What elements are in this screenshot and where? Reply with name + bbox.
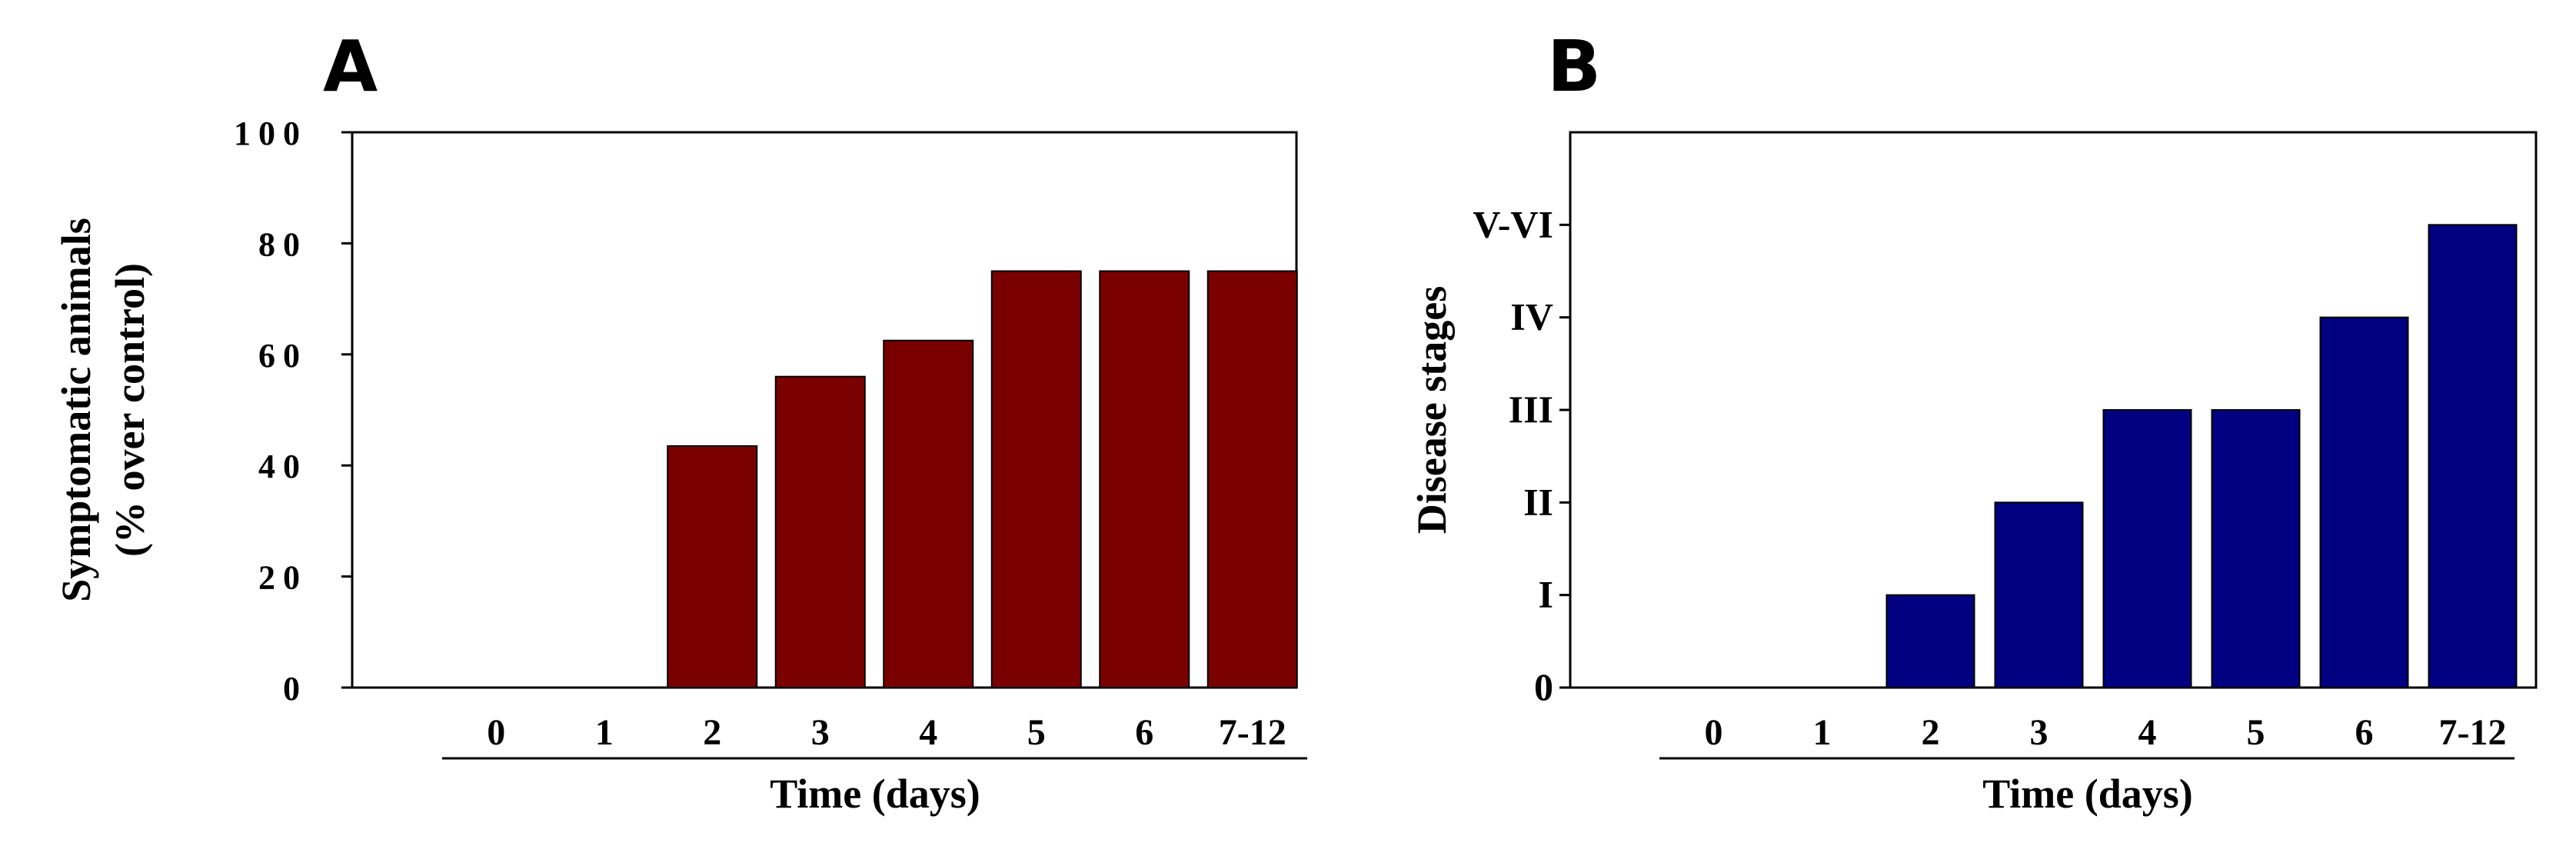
panel-b-bar-4: [2102, 409, 2192, 688]
panel-a-y-axis-title-line1: Symptomatic animals: [53, 218, 99, 602]
panel-b-bar-6: [2319, 316, 2409, 688]
panel-a-x-tick-label: 2: [703, 712, 721, 753]
panel-b-x-tick-label: 4: [2138, 712, 2157, 753]
panel-b-x-tick-label: 1: [1813, 712, 1832, 753]
panel-a-y-axis-title-line2: (% over control): [107, 263, 153, 557]
panel-b-letter: B: [1547, 25, 1601, 108]
panel-a-bar-4: [883, 339, 974, 688]
panel-b-bar-5: [2211, 409, 2301, 688]
panel-a-y-tick-label: 60: [258, 337, 308, 375]
panel-b-x-tick-label: 0: [1705, 712, 1723, 753]
panel-b-x-tick-label: 3: [2030, 712, 2048, 753]
panel-b-x-tick-label: 5: [2247, 712, 2265, 753]
panel-a-bar-7-12: [1206, 270, 1298, 688]
panel-b-x-ticks: 0 1 2 3 4 5 6 7-12: [1705, 712, 2507, 753]
panel-b-bar-7-12: [2428, 224, 2518, 689]
panel-a-x-tick-label: 1: [595, 712, 614, 753]
panel-a-x-tick-label: 6: [1135, 712, 1153, 753]
panel-a-bar-5: [990, 270, 1082, 688]
panel-a-bar-2: [667, 445, 758, 688]
panel-b-y-tick-label: III: [1509, 388, 1553, 431]
panel-b-y-tick-label: V-VI: [1473, 202, 1553, 245]
panel-a-y-ticks: 0 20 40 60 80 100: [234, 115, 352, 708]
panel-b-x-tick-label: 6: [2355, 712, 2374, 753]
panel-a-y-tick-label: 0: [283, 670, 308, 708]
panel-a-y-tick-label: 80: [258, 225, 308, 263]
panel-a-x-ticks: 0 1 2 3 4 5 6 7-12: [487, 712, 1286, 753]
panel-a-bars: [667, 270, 1298, 688]
panel-b-x-tick-label: 2: [1922, 712, 1940, 753]
panel-a-x-tick-label: 3: [811, 712, 830, 753]
panel-a-y-tick-label: 20: [258, 559, 308, 597]
panel-a: A 0 20 40 60 80 100 0 1 2 3 4 5 6 7-12 Time (days) S…: [53, 25, 1307, 817]
panel-b-y-tick-label: II: [1523, 480, 1553, 523]
panel-b-x-tick-label: 7-12: [2439, 712, 2507, 753]
panel-a-y-tick-label: 100: [234, 115, 308, 152]
panel-a-x-tick-label: 5: [1027, 712, 1046, 753]
panel-a-bar-3: [774, 375, 866, 688]
panel-b-y-axis-title: Disease stages: [1409, 286, 1455, 534]
panel-a-x-tick-label: 0: [487, 712, 505, 753]
panel-a-x-axis-title: Time (days): [770, 771, 980, 817]
panel-b-bar-2: [1885, 594, 1975, 689]
panel-a-letter: A: [323, 25, 378, 108]
panel-b-y-tick-label: I: [1539, 573, 1553, 616]
panel-b-bars: [1885, 224, 2518, 689]
panel-a-x-tick-label: 7-12: [1219, 712, 1286, 753]
panel-a-x-tick-label: 4: [919, 712, 937, 753]
panel-a-y-tick-label: 40: [258, 448, 308, 485]
panel-b-x-axis-title: Time (days): [1982, 771, 2193, 817]
panel-b-bar-3: [1994, 501, 2084, 688]
panel-b-y-tick-label: 0: [1534, 665, 1553, 708]
panel-b-y-tick-label: IV: [1510, 295, 1553, 338]
panel-a-bar-6: [1099, 270, 1190, 688]
